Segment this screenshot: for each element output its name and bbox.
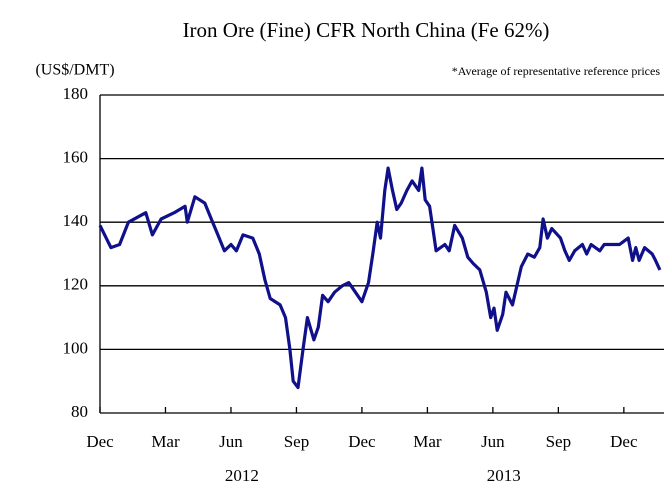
y-axis-label: (US$/DMT) — [35, 62, 114, 79]
y-tick-label: 100 — [63, 338, 89, 357]
y-tick-label: 120 — [63, 275, 89, 294]
y-tick-label: 180 — [63, 84, 89, 103]
x-tick-label: Mar — [413, 432, 442, 451]
x-tick-label: Dec — [610, 432, 638, 451]
x-tick-label: Sep — [546, 432, 572, 451]
y-tick-label: 160 — [63, 148, 89, 167]
x-tick-label: Jun — [219, 432, 243, 451]
price-line — [98, 166, 662, 390]
x-tick-label: Jun — [481, 432, 505, 451]
x-tick-label: Dec — [86, 432, 114, 451]
chart-title: Iron Ore (Fine) CFR North China (Fe 62%) — [183, 18, 550, 42]
x-tick-label: Sep — [284, 432, 310, 451]
y-tick-label: 80 — [71, 402, 88, 421]
year-label: 2013 — [487, 466, 521, 485]
note: *Average of representative reference pri… — [452, 64, 661, 78]
y-tick-label: 140 — [63, 211, 89, 230]
year-label: 2012 — [225, 466, 259, 485]
x-tick-label: Dec — [348, 432, 376, 451]
x-tick-label: Mar — [151, 432, 180, 451]
